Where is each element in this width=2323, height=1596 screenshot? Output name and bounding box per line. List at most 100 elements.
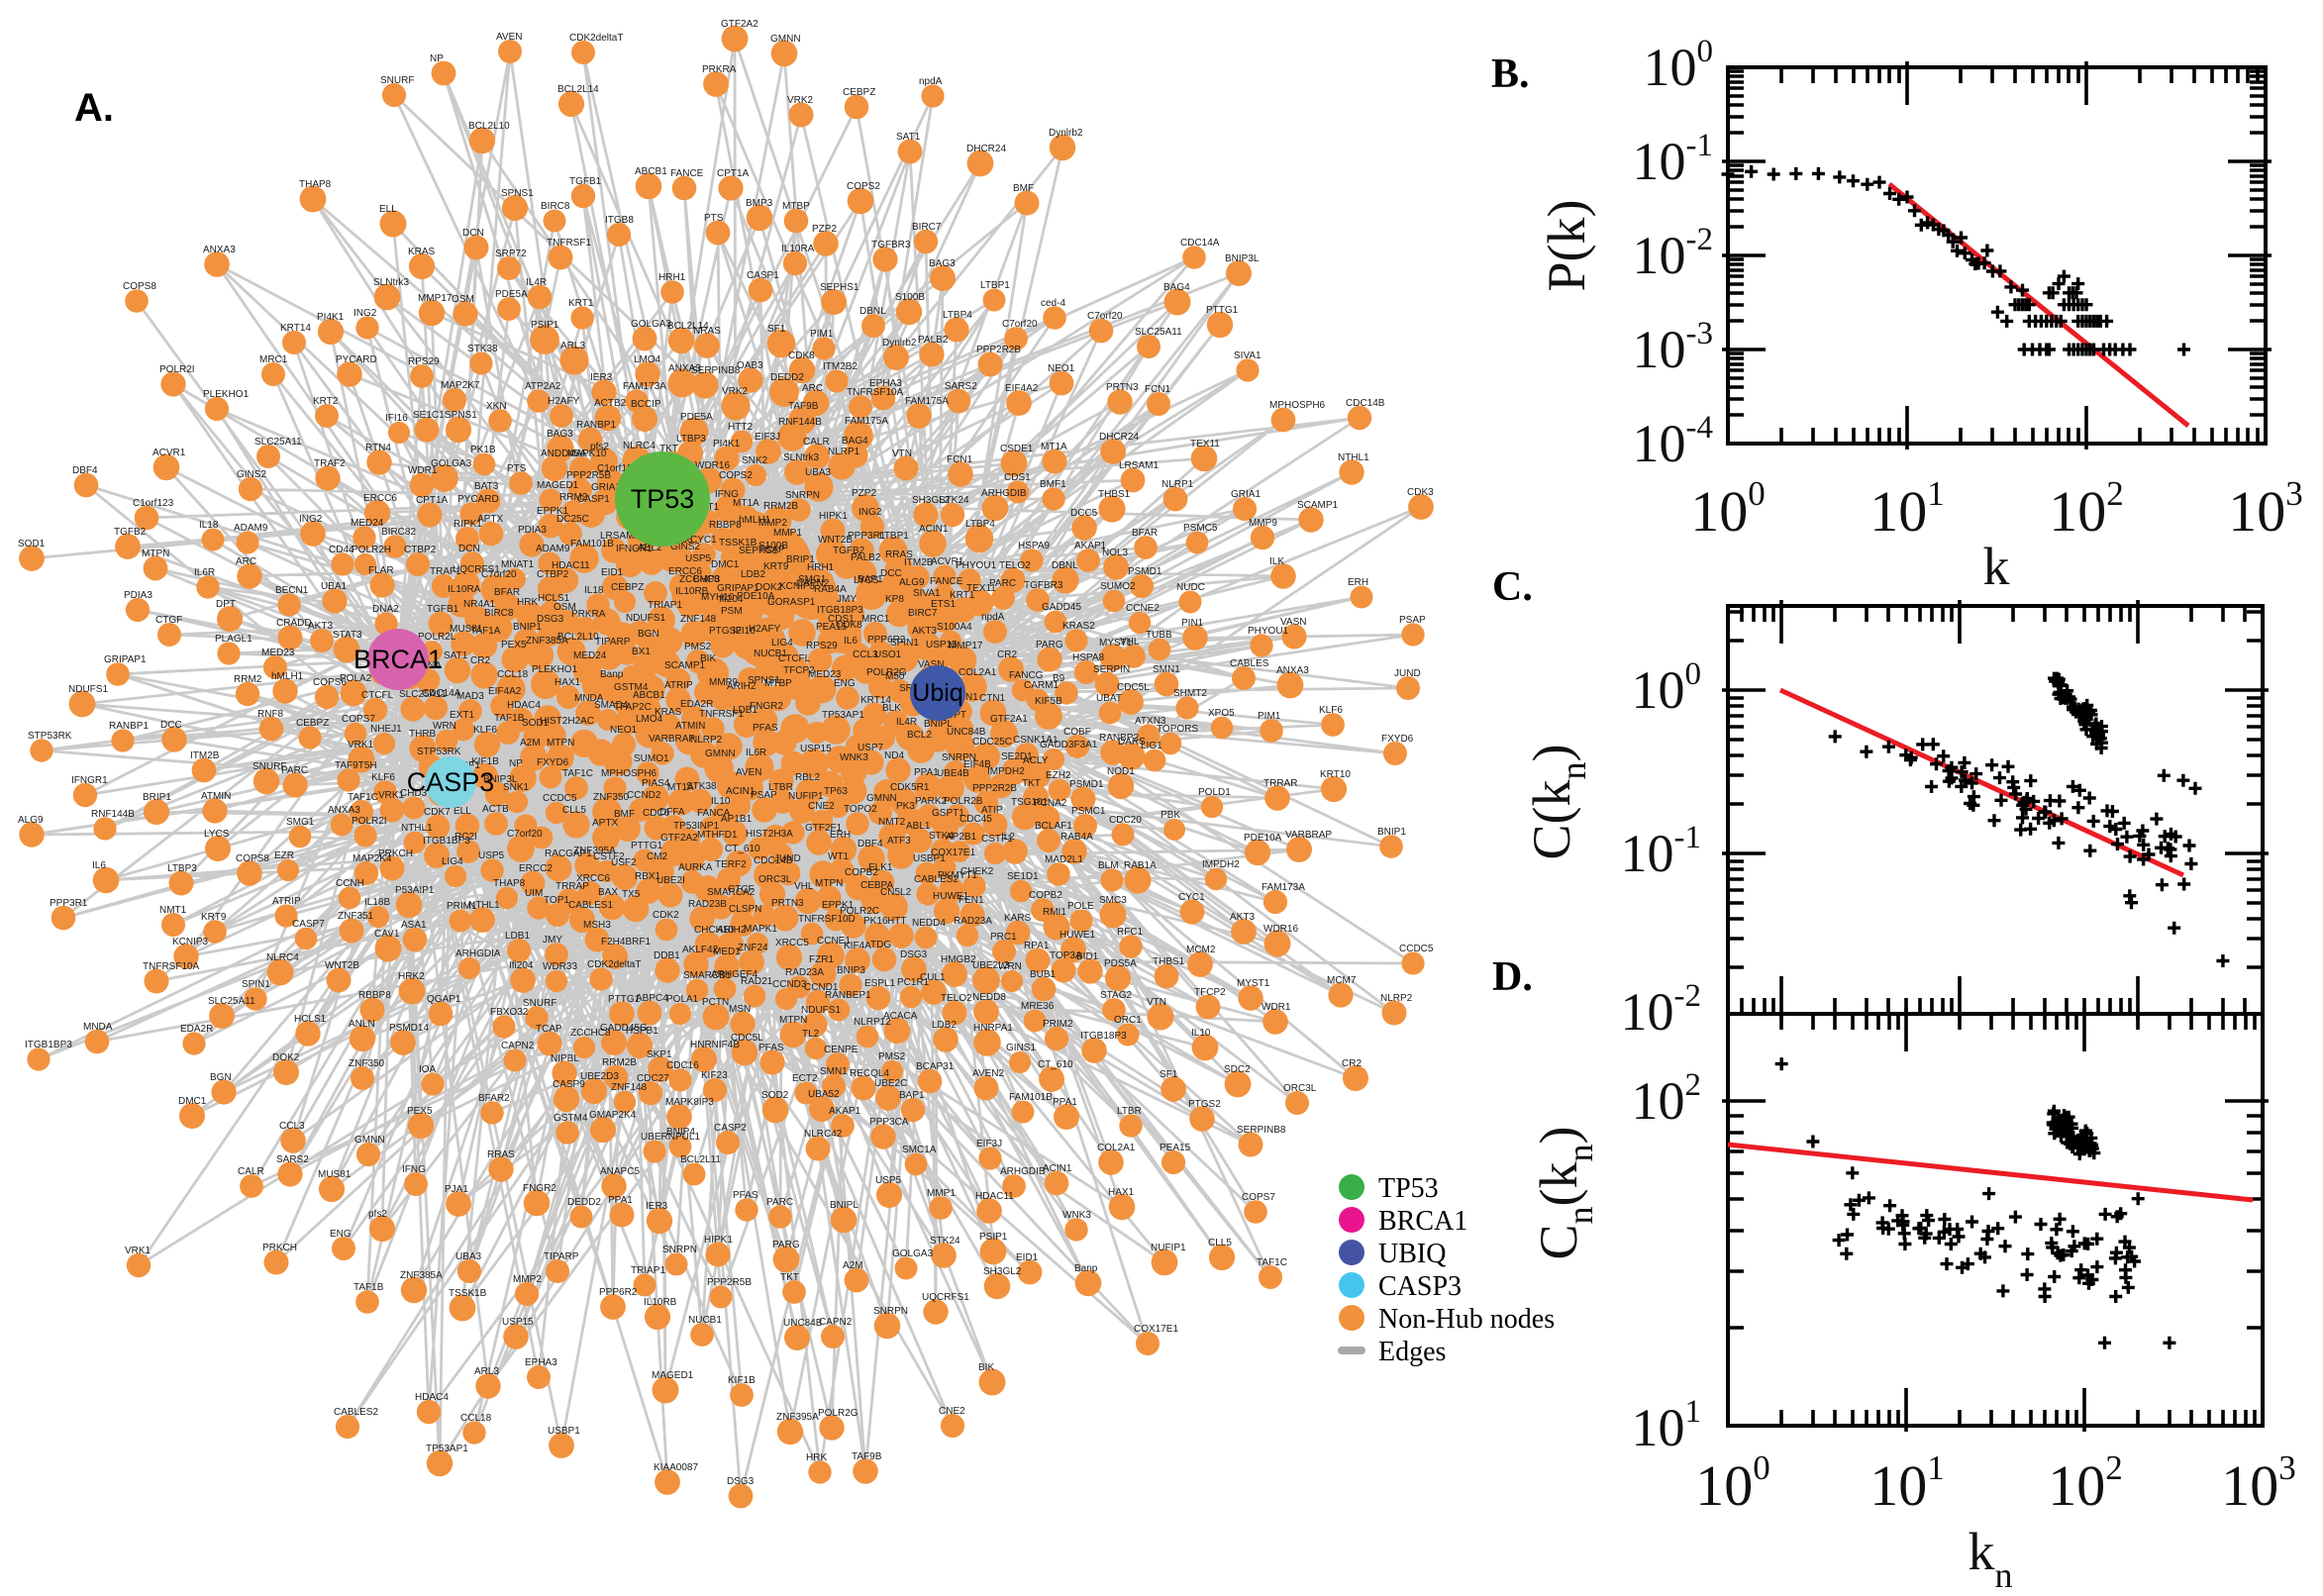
- svg-text:B.: B.: [1491, 51, 1530, 97]
- svg-text:IL10RA: IL10RA: [448, 584, 481, 595]
- svg-text:IFNG: IFNG: [402, 1164, 426, 1175]
- svg-text:IL6R: IL6R: [194, 567, 215, 578]
- svg-text:TFCP2: TFCP2: [1194, 987, 1226, 998]
- svg-text:PEX5: PEX5: [407, 1106, 433, 1117]
- svg-text:WNK3: WNK3: [1062, 1210, 1091, 1221]
- svg-text:PBK: PBK: [1161, 810, 1180, 821]
- svg-text:CR2: CR2: [1342, 1058, 1362, 1069]
- svg-text:GTF2F1: GTF2F1: [805, 823, 843, 834]
- svg-text:SOD2: SOD2: [761, 1090, 789, 1101]
- svg-text:CHCH10: CHCH10: [694, 925, 734, 936]
- svg-text:RANBP1: RANBP1: [109, 721, 149, 732]
- svg-text:PARG: PARG: [1036, 640, 1063, 650]
- svg-text:BAG4: BAG4: [1163, 282, 1190, 293]
- svg-text:RAD23A: RAD23A: [954, 916, 992, 927]
- svg-text:BNIPL: BNIPL: [830, 1200, 858, 1211]
- svg-text:ced-4: ced-4: [1041, 298, 1065, 309]
- svg-text:RTN4: RTN4: [365, 443, 391, 453]
- svg-text:PLEKHO1: PLEKHO1: [203, 389, 250, 400]
- svg-text:GINS1: GINS1: [1006, 1043, 1036, 1053]
- svg-text:ZNF350: ZNF350: [349, 1058, 385, 1069]
- svg-text:PZP2: PZP2: [812, 224, 837, 235]
- svg-text:CR2: CR2: [470, 655, 490, 666]
- svg-text:KARS: KARS: [1004, 913, 1032, 924]
- svg-text:EID1: EID1: [601, 567, 624, 578]
- svg-text:PSAP: PSAP: [1399, 615, 1426, 626]
- svg-text:PPP3R1: PPP3R1: [848, 531, 886, 542]
- svg-text:STAG2: STAG2: [1100, 990, 1132, 1001]
- svg-text:NLRC42: NLRC42: [804, 1129, 843, 1140]
- svg-text:ANDD45A: ANDD45A: [541, 449, 586, 459]
- svg-text:NP: NP: [509, 758, 523, 769]
- svg-text:PSM: PSM: [721, 606, 743, 617]
- svg-text:XPO5: XPO5: [1208, 708, 1235, 719]
- svg-text:PPP2R2B: PPP2R2B: [972, 783, 1017, 794]
- svg-text:LDB1: LDB1: [733, 705, 758, 716]
- svg-text:KIF1B: KIF1B: [728, 1375, 756, 1386]
- svg-text:GSTM4: GSTM4: [554, 1113, 588, 1124]
- svg-text:KRT2: KRT2: [313, 396, 339, 407]
- svg-text:P(k): P(k): [1537, 200, 1596, 292]
- svg-text:CENPE: CENPE: [824, 1045, 858, 1055]
- svg-text:TP53AP1: TP53AP1: [822, 710, 864, 721]
- svg-text:SMARCB1: SMARCB1: [683, 970, 732, 981]
- svg-text:MED1: MED1: [713, 947, 741, 957]
- svg-text:BMP3: BMP3: [693, 574, 721, 585]
- svg-text:KRT9: KRT9: [763, 561, 789, 572]
- svg-text:100: 100: [1695, 1448, 1770, 1518]
- svg-text:TNFRSF10A: TNFRSF10A: [143, 961, 200, 972]
- svg-text:FAM173A: FAM173A: [623, 381, 666, 392]
- svg-text:TAF9B: TAF9B: [852, 1451, 882, 1462]
- svg-text:PRKRA: PRKRA: [571, 609, 606, 620]
- svg-text:PRIM2: PRIM2: [1043, 1019, 1073, 1030]
- svg-text:CNE2: CNE2: [939, 1406, 965, 1417]
- svg-text:CCL3: CCL3: [279, 1121, 305, 1132]
- svg-text:C1orf123: C1orf123: [133, 498, 174, 509]
- svg-text:NLRP1: NLRP1: [828, 447, 860, 457]
- svg-text:A2M: A2M: [520, 738, 541, 748]
- svg-text:BRIP1: BRIP1: [786, 554, 815, 565]
- svg-text:MTHFD1: MTHFD1: [697, 830, 738, 841]
- svg-text:ATMIN: ATMIN: [201, 791, 231, 802]
- svg-text:BCL2L10: BCL2L10: [557, 632, 599, 643]
- svg-text:LDB2: LDB2: [932, 1020, 957, 1031]
- svg-text:ANLN: ANLN: [349, 1019, 375, 1030]
- svg-text:KRT14: KRT14: [280, 323, 311, 334]
- svg-text:ORC3L: ORC3L: [758, 874, 792, 885]
- svg-text:LDB1: LDB1: [505, 931, 530, 942]
- svg-text:ACLY: ACLY: [1023, 755, 1049, 766]
- svg-text:ELL: ELL: [454, 806, 471, 817]
- svg-text:TGFB1: TGFB1: [427, 604, 459, 615]
- svg-text:EPPK1: EPPK1: [822, 900, 855, 911]
- svg-text:POLR2C: POLR2C: [840, 906, 879, 917]
- svg-text:LTBP3: LTBP3: [167, 863, 197, 874]
- svg-text:IL10: IL10: [1191, 1028, 1211, 1039]
- svg-text:CDC14B: CDC14B: [754, 855, 793, 866]
- svg-text:ERH: ERH: [1348, 577, 1368, 588]
- svg-text:CHEK2: CHEK2: [960, 866, 994, 877]
- svg-text:WDR1: WDR1: [408, 465, 438, 476]
- svg-text:CDK8: CDK8: [788, 350, 815, 361]
- svg-text:RIPK1: RIPK1: [454, 519, 482, 530]
- svg-text:PPP2R5B: PPP2R5B: [707, 1277, 752, 1288]
- svg-text:GMNN: GMNN: [354, 1135, 385, 1146]
- svg-text:NEO1: NEO1: [1048, 363, 1075, 374]
- svg-text:DHCR24: DHCR24: [966, 144, 1006, 154]
- svg-text:POLR2B: POLR2B: [944, 796, 983, 807]
- svg-text:SMAD4: SMAD4: [594, 700, 629, 711]
- svg-text:TX5: TX5: [622, 889, 641, 900]
- svg-text:MAPK1: MAPK1: [744, 924, 777, 935]
- svg-text:TOP1: TOP1: [544, 895, 569, 906]
- svg-text:MT1A: MT1A: [733, 498, 759, 509]
- svg-text:MT1A: MT1A: [667, 782, 694, 793]
- svg-text:k: k: [1983, 537, 2010, 596]
- svg-text:EZH2: EZH2: [1046, 770, 1071, 781]
- svg-text:Ifi204: Ifi204: [509, 960, 534, 971]
- svg-text:CUL1: CUL1: [920, 972, 946, 983]
- svg-text:ZNF148: ZNF148: [680, 614, 717, 625]
- svg-text:MYST1: MYST1: [1099, 638, 1133, 648]
- svg-text:TRRAP: TRRAP: [556, 881, 589, 892]
- svg-text:CEBPZ: CEBPZ: [843, 87, 875, 98]
- svg-text:PPP3R1: PPP3R1: [50, 898, 88, 909]
- svg-text:CDK5R1: CDK5R1: [890, 782, 930, 793]
